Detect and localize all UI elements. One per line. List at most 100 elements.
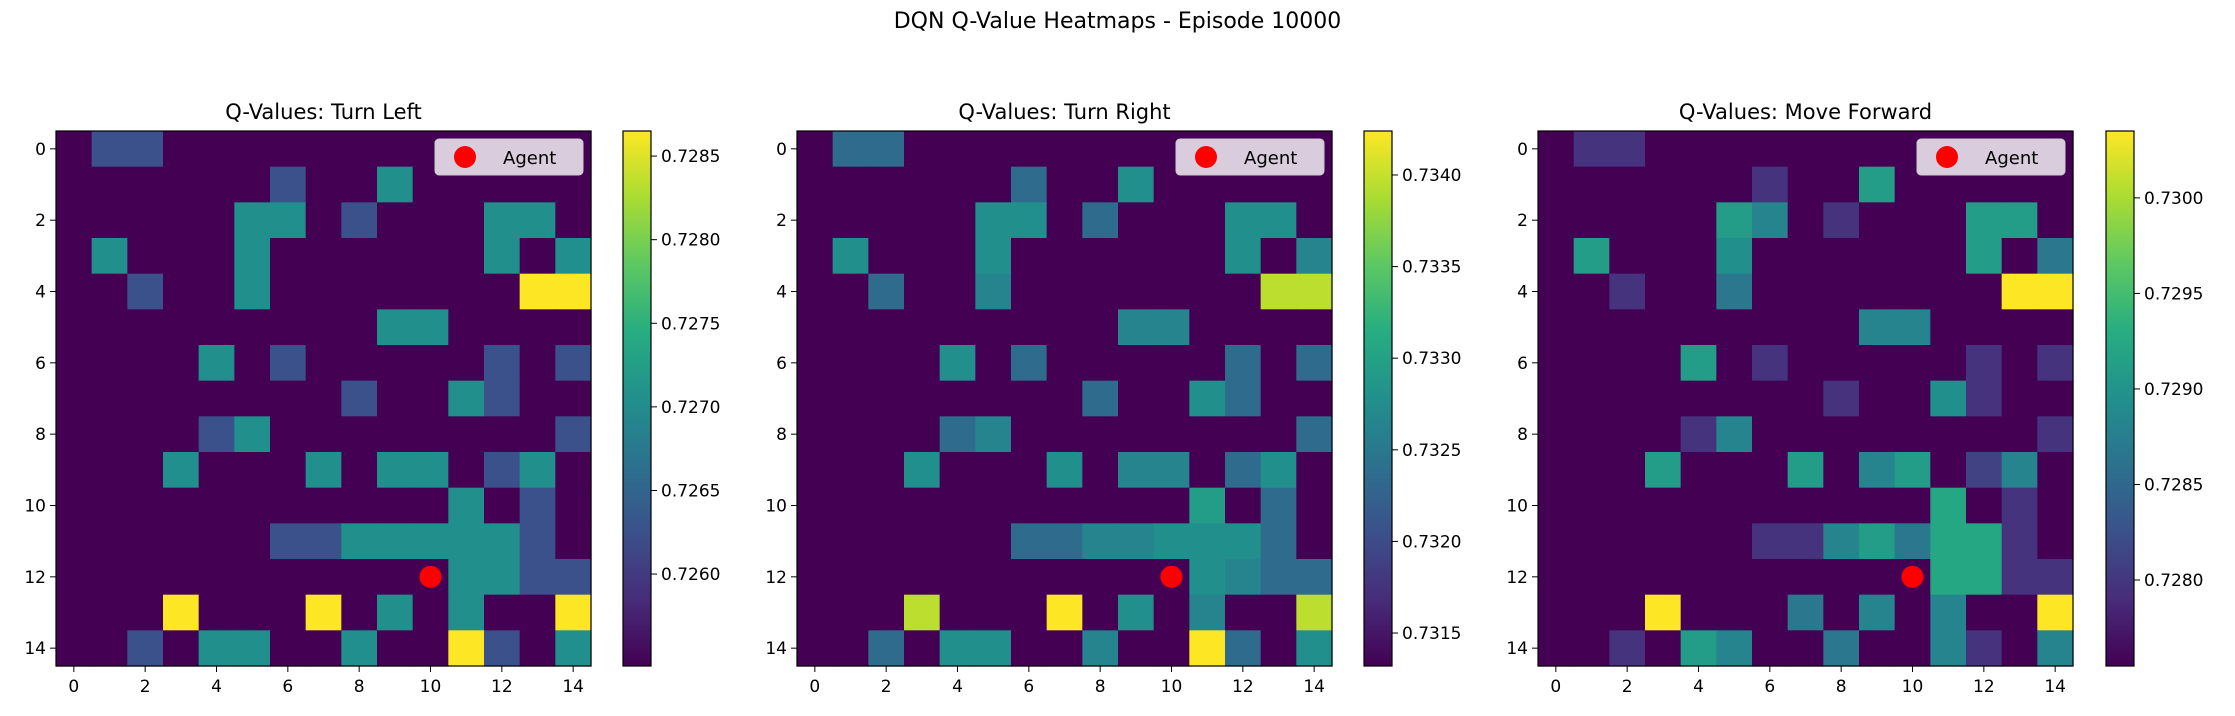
heatmap-cell xyxy=(412,452,449,489)
heatmap-cell xyxy=(2001,238,2038,275)
x-tick-label: 6 xyxy=(282,677,293,697)
heatmap-cell xyxy=(163,380,200,417)
heatmap-cell xyxy=(797,273,834,310)
heatmap-cell xyxy=(1225,559,1262,596)
heatmap-cell xyxy=(1716,452,1753,489)
heatmap-cell xyxy=(270,380,307,417)
heatmap-cell xyxy=(1153,487,1190,524)
heatmap-cell xyxy=(1189,487,1226,524)
heatmap-cell xyxy=(56,559,93,596)
heatmap-cell xyxy=(377,523,414,560)
heatmap-cell xyxy=(1573,166,1610,203)
heatmap-cell xyxy=(198,309,235,346)
heatmap-cell xyxy=(484,523,521,560)
heatmap-cell xyxy=(1680,630,1717,667)
heatmap-cell xyxy=(1573,380,1610,417)
heatmap-cell xyxy=(1966,594,2003,631)
heatmap-cell xyxy=(305,202,342,239)
heatmap-cell xyxy=(270,452,307,489)
heatmap-cell xyxy=(270,487,307,524)
heatmap-cell xyxy=(91,416,128,453)
colorbar xyxy=(2106,131,2134,666)
heatmap-cell xyxy=(1787,238,1824,275)
heatmap-cell xyxy=(519,380,556,417)
heatmap-cell xyxy=(1046,238,1083,275)
heatmap-cell xyxy=(797,380,834,417)
heatmap-cell xyxy=(1225,273,1262,310)
heatmap-cell xyxy=(939,523,976,560)
heatmap-cell xyxy=(1787,487,1824,524)
heatmap-cell xyxy=(198,630,235,667)
heatmap-cell xyxy=(377,166,414,203)
heatmap-cell xyxy=(341,309,378,346)
heatmap-cell xyxy=(1538,131,1575,168)
heatmap-cell xyxy=(1930,238,1967,275)
heatmap-cell xyxy=(198,273,235,310)
heatmap-cell xyxy=(868,487,905,524)
heatmap-cell xyxy=(1609,452,1646,489)
heatmap-cell xyxy=(868,166,905,203)
heatmap-cell xyxy=(1930,380,1967,417)
heatmap-cell xyxy=(1930,202,1967,239)
heatmap-cell xyxy=(904,273,941,310)
heatmap-cell xyxy=(1046,131,1083,168)
y-tick-label: 8 xyxy=(776,425,787,445)
heatmap-cell xyxy=(1153,273,1190,310)
heatmap-cell xyxy=(127,523,164,560)
heatmap-cell xyxy=(975,345,1012,382)
heatmap-cell xyxy=(305,309,342,346)
heatmap-cell xyxy=(163,630,200,667)
heatmap-cell xyxy=(484,594,521,631)
heatmap-cell xyxy=(1716,487,1753,524)
heatmap-cell xyxy=(1225,345,1262,382)
heatmap-cell xyxy=(1894,273,1931,310)
heatmap-cell xyxy=(1609,630,1646,667)
heatmap-cell xyxy=(270,309,307,346)
heatmap-cell xyxy=(1046,416,1083,453)
heatmap-cell xyxy=(1225,238,1262,275)
heatmap-cell xyxy=(448,202,485,239)
heatmap-cell xyxy=(1189,202,1226,239)
heatmap-cell xyxy=(270,559,307,596)
legend-label: Agent xyxy=(503,148,556,169)
colorbar-tick-label: 0.7320 xyxy=(1402,532,1461,552)
x-tick-label: 0 xyxy=(68,677,79,697)
heatmap-cell xyxy=(975,131,1012,168)
heatmap-cell xyxy=(1680,238,1717,275)
heatmap-cell xyxy=(1609,238,1646,275)
heatmap-cell xyxy=(832,452,869,489)
agent-marker xyxy=(419,565,442,588)
heatmap-cell xyxy=(1082,452,1119,489)
heatmap-cell xyxy=(1752,202,1789,239)
heatmap-cell xyxy=(797,630,834,667)
heatmap-cell xyxy=(163,487,200,524)
heatmap-cell xyxy=(1538,523,1575,560)
heatmap-cell xyxy=(975,238,1012,275)
heatmap-cell xyxy=(412,238,449,275)
heatmap-cell xyxy=(341,273,378,310)
heatmap-cell xyxy=(1680,309,1717,346)
heatmap-cell xyxy=(868,131,905,168)
y-tick-label: 8 xyxy=(1517,425,1528,445)
heatmap-cell xyxy=(448,273,485,310)
heatmap-cell xyxy=(1153,416,1190,453)
heatmap-cell xyxy=(1966,202,2003,239)
heatmap-cell xyxy=(1966,345,2003,382)
heatmap-cell xyxy=(1118,416,1155,453)
heatmap-cell xyxy=(412,345,449,382)
heatmap-cell xyxy=(2037,630,2074,667)
heatmap-cell xyxy=(939,416,976,453)
heatmap-cell xyxy=(1787,416,1824,453)
heatmap-cell xyxy=(797,559,834,596)
heatmap-cell xyxy=(832,238,869,275)
heatmap-cell xyxy=(904,452,941,489)
heatmap-cell xyxy=(939,202,976,239)
heatmap-cell xyxy=(1260,594,1297,631)
heatmap-cell xyxy=(1189,452,1226,489)
heatmap-cell xyxy=(1645,166,1682,203)
heatmap-cell xyxy=(975,452,1012,489)
heatmap-cell xyxy=(163,273,200,310)
heatmap-cell xyxy=(868,523,905,560)
y-tick-label: 6 xyxy=(776,354,787,374)
heatmap-cell xyxy=(1153,452,1190,489)
